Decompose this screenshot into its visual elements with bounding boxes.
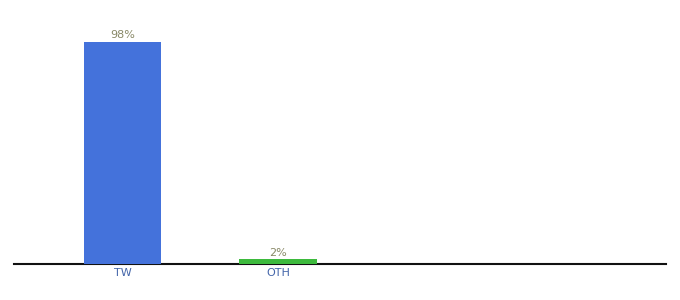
Text: 98%: 98% <box>110 30 135 40</box>
Text: 2%: 2% <box>269 248 287 258</box>
Bar <box>239 260 317 264</box>
Bar <box>84 42 161 264</box>
